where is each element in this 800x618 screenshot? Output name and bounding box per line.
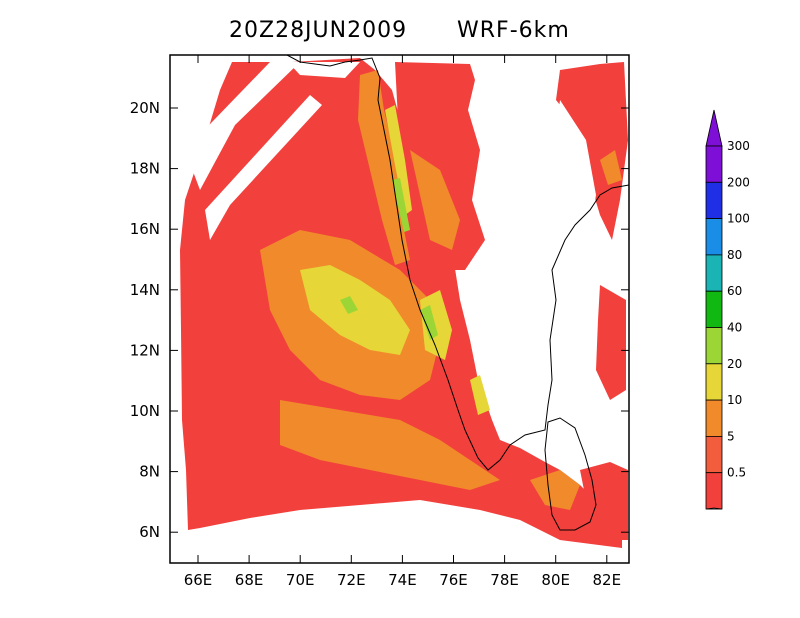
map-frame — [169, 54, 630, 564]
colorbar-level-label: 10 — [727, 393, 742, 407]
colorbar-level-label: 60 — [727, 284, 742, 298]
colorbar-swatch — [705, 254, 723, 292]
rainfall-field — [180, 55, 629, 548]
lon-tick-label: 70E — [286, 571, 315, 589]
lon-tick-label: 78E — [490, 571, 519, 589]
colorbar-level-label: 80 — [727, 248, 742, 262]
colorbar-swatch — [705, 472, 723, 510]
colorbar-level-label: 20 — [727, 357, 742, 371]
rain-layer-very-heavy — [340, 178, 438, 340]
lat-tick-label: 16N — [130, 220, 160, 238]
lon-tick-label: 68E — [235, 571, 264, 589]
colorbar-top-arrow — [705, 109, 723, 147]
colorbar-swatch — [705, 145, 723, 183]
colorbar-level-label: 100 — [727, 212, 750, 226]
coastline — [286, 55, 629, 531]
colorbar-bottom-arrow — [705, 507, 723, 510]
colorbar-level-label: 40 — [727, 321, 742, 335]
colorbar-swatch — [705, 363, 723, 401]
lon-tick-label: 76E — [439, 571, 468, 589]
longitude-axis: 66E 68E 70E 72E 74E 76E 78E 80E 82E — [184, 55, 621, 589]
map-time-label: 20Z28JUN2009 — [229, 18, 408, 43]
lat-tick-label: 20N — [130, 99, 160, 117]
lon-tick-label: 82E — [593, 571, 622, 589]
lat-tick-label: 14N — [130, 281, 160, 299]
colorbar-level-label: 0.5 — [727, 466, 746, 480]
colorbar-swatch — [705, 290, 723, 328]
colorbar-swatch — [705, 399, 723, 437]
colorbar-swatch — [705, 218, 723, 256]
lat-tick-label: 12N — [130, 341, 160, 359]
lon-tick-label: 74E — [388, 571, 417, 589]
colorbar-level-label: 300 — [727, 139, 750, 153]
lon-tick-label: 66E — [184, 571, 213, 589]
lat-tick-label: 10N — [130, 402, 160, 420]
colorbar-swatch — [705, 327, 723, 365]
precipitation-colorbar: 300 200 100 80 60 40 20 10 5 0.5 — [705, 109, 750, 510]
latitude-axis: 20N 18N 16N 14N 12N 10N 8N 6N — [130, 99, 629, 541]
lat-tick-label: 18N — [130, 160, 160, 178]
lat-tick-label: 8N — [139, 463, 160, 481]
colorbar-swatch — [705, 435, 723, 474]
colorbar-level-label: 200 — [727, 175, 750, 189]
colorbar-level-label: 5 — [727, 429, 735, 443]
rain-gaps — [185, 62, 596, 240]
colorbar-swatch — [705, 181, 723, 220]
map-model-label: WRF-6km — [457, 18, 570, 43]
lat-tick-label: 6N — [139, 523, 160, 541]
lon-tick-label: 72E — [337, 571, 366, 589]
lon-tick-label: 80E — [541, 571, 570, 589]
